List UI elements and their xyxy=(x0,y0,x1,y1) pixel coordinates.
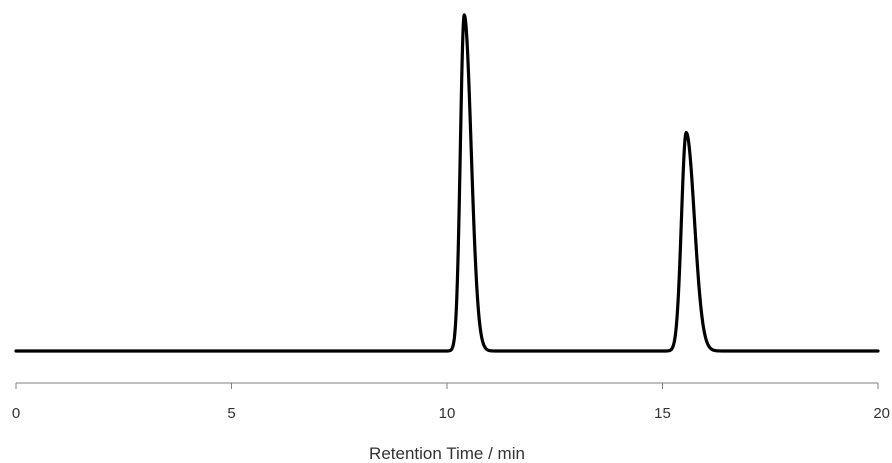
plot-area xyxy=(14,13,880,353)
x-tick-label: 15 xyxy=(654,405,671,422)
x-tick-label: 5 xyxy=(227,405,235,422)
x-axis: 0 5 10 15 20 xyxy=(12,382,890,422)
x-tick-label: 0 xyxy=(12,405,20,422)
x-tick-label: 10 xyxy=(439,405,456,422)
x-axis-ticks: 0 5 10 15 20 xyxy=(12,383,890,422)
chromatogram-trace xyxy=(14,13,880,353)
x-tick-label: 20 xyxy=(873,405,890,422)
x-axis-title: Retention Time / min xyxy=(369,444,525,463)
